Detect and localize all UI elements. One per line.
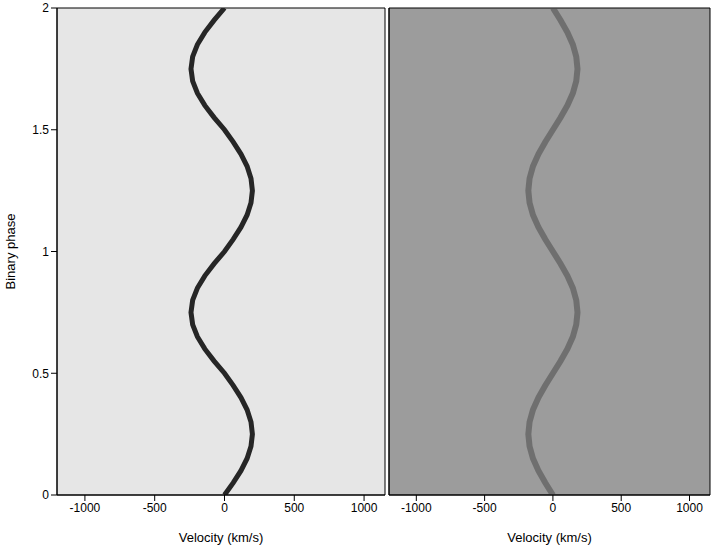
svg-text:-500: -500 bbox=[143, 501, 167, 515]
svg-text:2: 2 bbox=[42, 1, 49, 15]
svg-text:-500: -500 bbox=[473, 501, 497, 515]
svg-text:0: 0 bbox=[550, 501, 557, 515]
svg-text:500: 500 bbox=[284, 501, 304, 515]
svg-text:0.5: 0.5 bbox=[32, 367, 49, 381]
svg-text:0: 0 bbox=[42, 488, 49, 502]
svg-text:1.5: 1.5 bbox=[32, 123, 49, 137]
svg-text:500: 500 bbox=[611, 501, 631, 515]
svg-text:Velocity (km/s): Velocity (km/s) bbox=[507, 530, 592, 545]
svg-text:-1000: -1000 bbox=[70, 501, 101, 515]
svg-text:0: 0 bbox=[221, 501, 228, 515]
svg-text:1000: 1000 bbox=[351, 501, 378, 515]
svg-text:Binary phase: Binary phase bbox=[3, 214, 18, 290]
svg-text:Velocity (km/s): Velocity (km/s) bbox=[179, 530, 264, 545]
svg-text:-1000: -1000 bbox=[401, 501, 432, 515]
svg-text:1000: 1000 bbox=[676, 501, 703, 515]
svg-text:1: 1 bbox=[42, 245, 49, 259]
